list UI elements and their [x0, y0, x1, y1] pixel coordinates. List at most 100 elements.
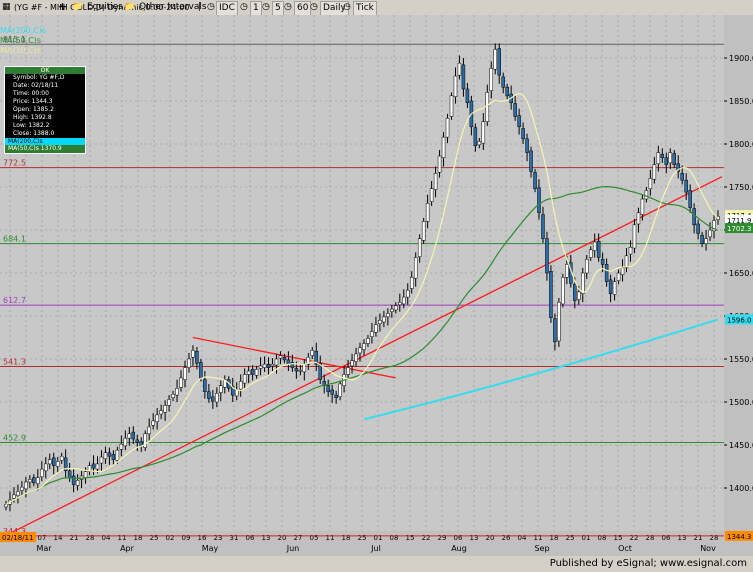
candle-body: [155, 414, 159, 423]
candle-body: [664, 157, 669, 165]
candle-body: [230, 386, 235, 396]
daily-button[interactable]: Daily: [320, 1, 349, 16]
candle-body: [242, 374, 247, 384]
y-tick-label: 1400.0: [729, 484, 753, 493]
data-row-low: Low: 1382.2: [13, 122, 50, 129]
data-row-price: Price: 1344.3: [13, 98, 53, 105]
x-tick-label: 21: [70, 534, 79, 542]
x-tick-label: 08: [598, 534, 607, 542]
candle-body: [131, 431, 136, 440]
ma10-line: [5, 92, 719, 505]
candle-body: [525, 138, 529, 153]
x-tick-label: 18: [342, 534, 351, 542]
x-tick-label: 06: [454, 534, 463, 542]
candle-body: [290, 362, 295, 368]
candle-body: [521, 128, 525, 140]
candle-body: [163, 405, 167, 413]
candle-body: [660, 154, 665, 159]
x-tick-label: 15: [406, 534, 415, 542]
price-axis: [724, 15, 753, 531]
candle-body: [111, 454, 116, 460]
candle-body: [485, 92, 490, 122]
tick-button[interactable]: Tick: [353, 1, 377, 16]
candle-body: [306, 357, 311, 365]
candle-body: [620, 267, 625, 275]
candle-body: [537, 187, 541, 214]
candle-body: [103, 452, 108, 460]
add-icon[interactable]: +: [58, 0, 68, 13]
candle-body: [453, 75, 458, 97]
idc-button[interactable]: IDC: [216, 1, 238, 16]
interval-5-button[interactable]: 5: [272, 1, 284, 16]
candle-body: [350, 360, 354, 367]
candle-body: [382, 316, 386, 323]
equities-menu[interactable]: Equities: [87, 2, 123, 12]
candle-body: [573, 283, 577, 301]
data-row-close: Close: 1388.0: [13, 130, 55, 137]
x-month-label: May: [202, 544, 219, 553]
interval-60-button[interactable]: 60: [294, 1, 312, 16]
publisher-credit: Published by eSignal; www.esignal.com: [549, 558, 747, 569]
level-label: 915.1: [3, 35, 26, 44]
candle-body: [644, 190, 649, 200]
footer: Published by eSignal; www.esignal.com: [0, 556, 753, 572]
candle-body: [266, 363, 271, 368]
x-tick-label: 06: [662, 534, 671, 542]
candle-body: [421, 221, 426, 241]
candle-body: [44, 463, 48, 472]
x-month-label: Jul: [370, 544, 381, 553]
candle-body: [175, 387, 179, 396]
candle-body: [549, 271, 553, 318]
candle-body: [433, 172, 438, 190]
candle-body: [409, 277, 414, 289]
candle-body: [127, 433, 132, 439]
candle-body: [362, 343, 366, 350]
x-month-label: Mar: [36, 544, 52, 553]
x-tick-label: 13: [470, 534, 479, 542]
value-tag: 1596.0: [727, 316, 752, 324]
interval-60-icon: ◷: [284, 2, 292, 12]
ma50-line: [5, 185, 719, 505]
x-month-label: Jun: [286, 544, 300, 553]
x-tick-label: 28: [86, 534, 95, 542]
candle-body: [636, 212, 641, 225]
x-tick-label: 11: [326, 534, 335, 542]
value-tag-bg: [725, 314, 753, 325]
data-row-high: High: 1392.8: [13, 114, 52, 121]
candle-body: [489, 68, 494, 91]
candle-body: [334, 394, 338, 398]
other-intervals-menu[interactable]: Other Intervals: [139, 2, 207, 12]
x-tick-label: 14: [54, 534, 63, 542]
idc-icon: ◷: [207, 2, 215, 12]
candle-body: [413, 257, 418, 279]
candle-body: [219, 385, 223, 393]
candle-body: [4, 504, 8, 508]
candle-body: [700, 234, 704, 245]
candle-body: [294, 368, 299, 372]
interval-1-button[interactable]: 1: [250, 1, 262, 16]
ma50-label: MA(50,C)s: [0, 36, 42, 45]
x-tick-label: 06: [246, 534, 255, 542]
candle-body: [187, 358, 191, 368]
x-tick-label: 11: [118, 534, 127, 542]
price-chart[interactable]: 21 28 07 14 21 28 04 11 18 25 02 09 16 23 31 06 13 20 27 05…: [0, 15, 753, 556]
candle-body: [366, 338, 370, 344]
candle-body: [581, 272, 585, 294]
candle-body: [501, 76, 505, 88]
candle-body: [405, 289, 410, 298]
candle-body: [167, 399, 171, 406]
y-tick-label: 1900.0: [729, 54, 753, 63]
x-tick-label: 21: [694, 534, 703, 542]
chart-title: (YG #F - MINI GOLD,D) Dynamic,0:00-24:00: [14, 3, 190, 12]
candle-body: [115, 449, 120, 461]
x-tick-label: 13: [678, 534, 687, 542]
ma10-label: MA(10,C)s: [0, 46, 42, 55]
candle-body: [75, 480, 80, 486]
candle-body: [465, 88, 470, 103]
candle-body: [36, 477, 40, 484]
candle-body: [676, 163, 680, 172]
x-tick-label: 04: [102, 534, 111, 542]
value-tag: 1702.3: [727, 225, 752, 233]
candle-body: [394, 305, 398, 311]
x-tick-label: 26: [502, 534, 511, 542]
